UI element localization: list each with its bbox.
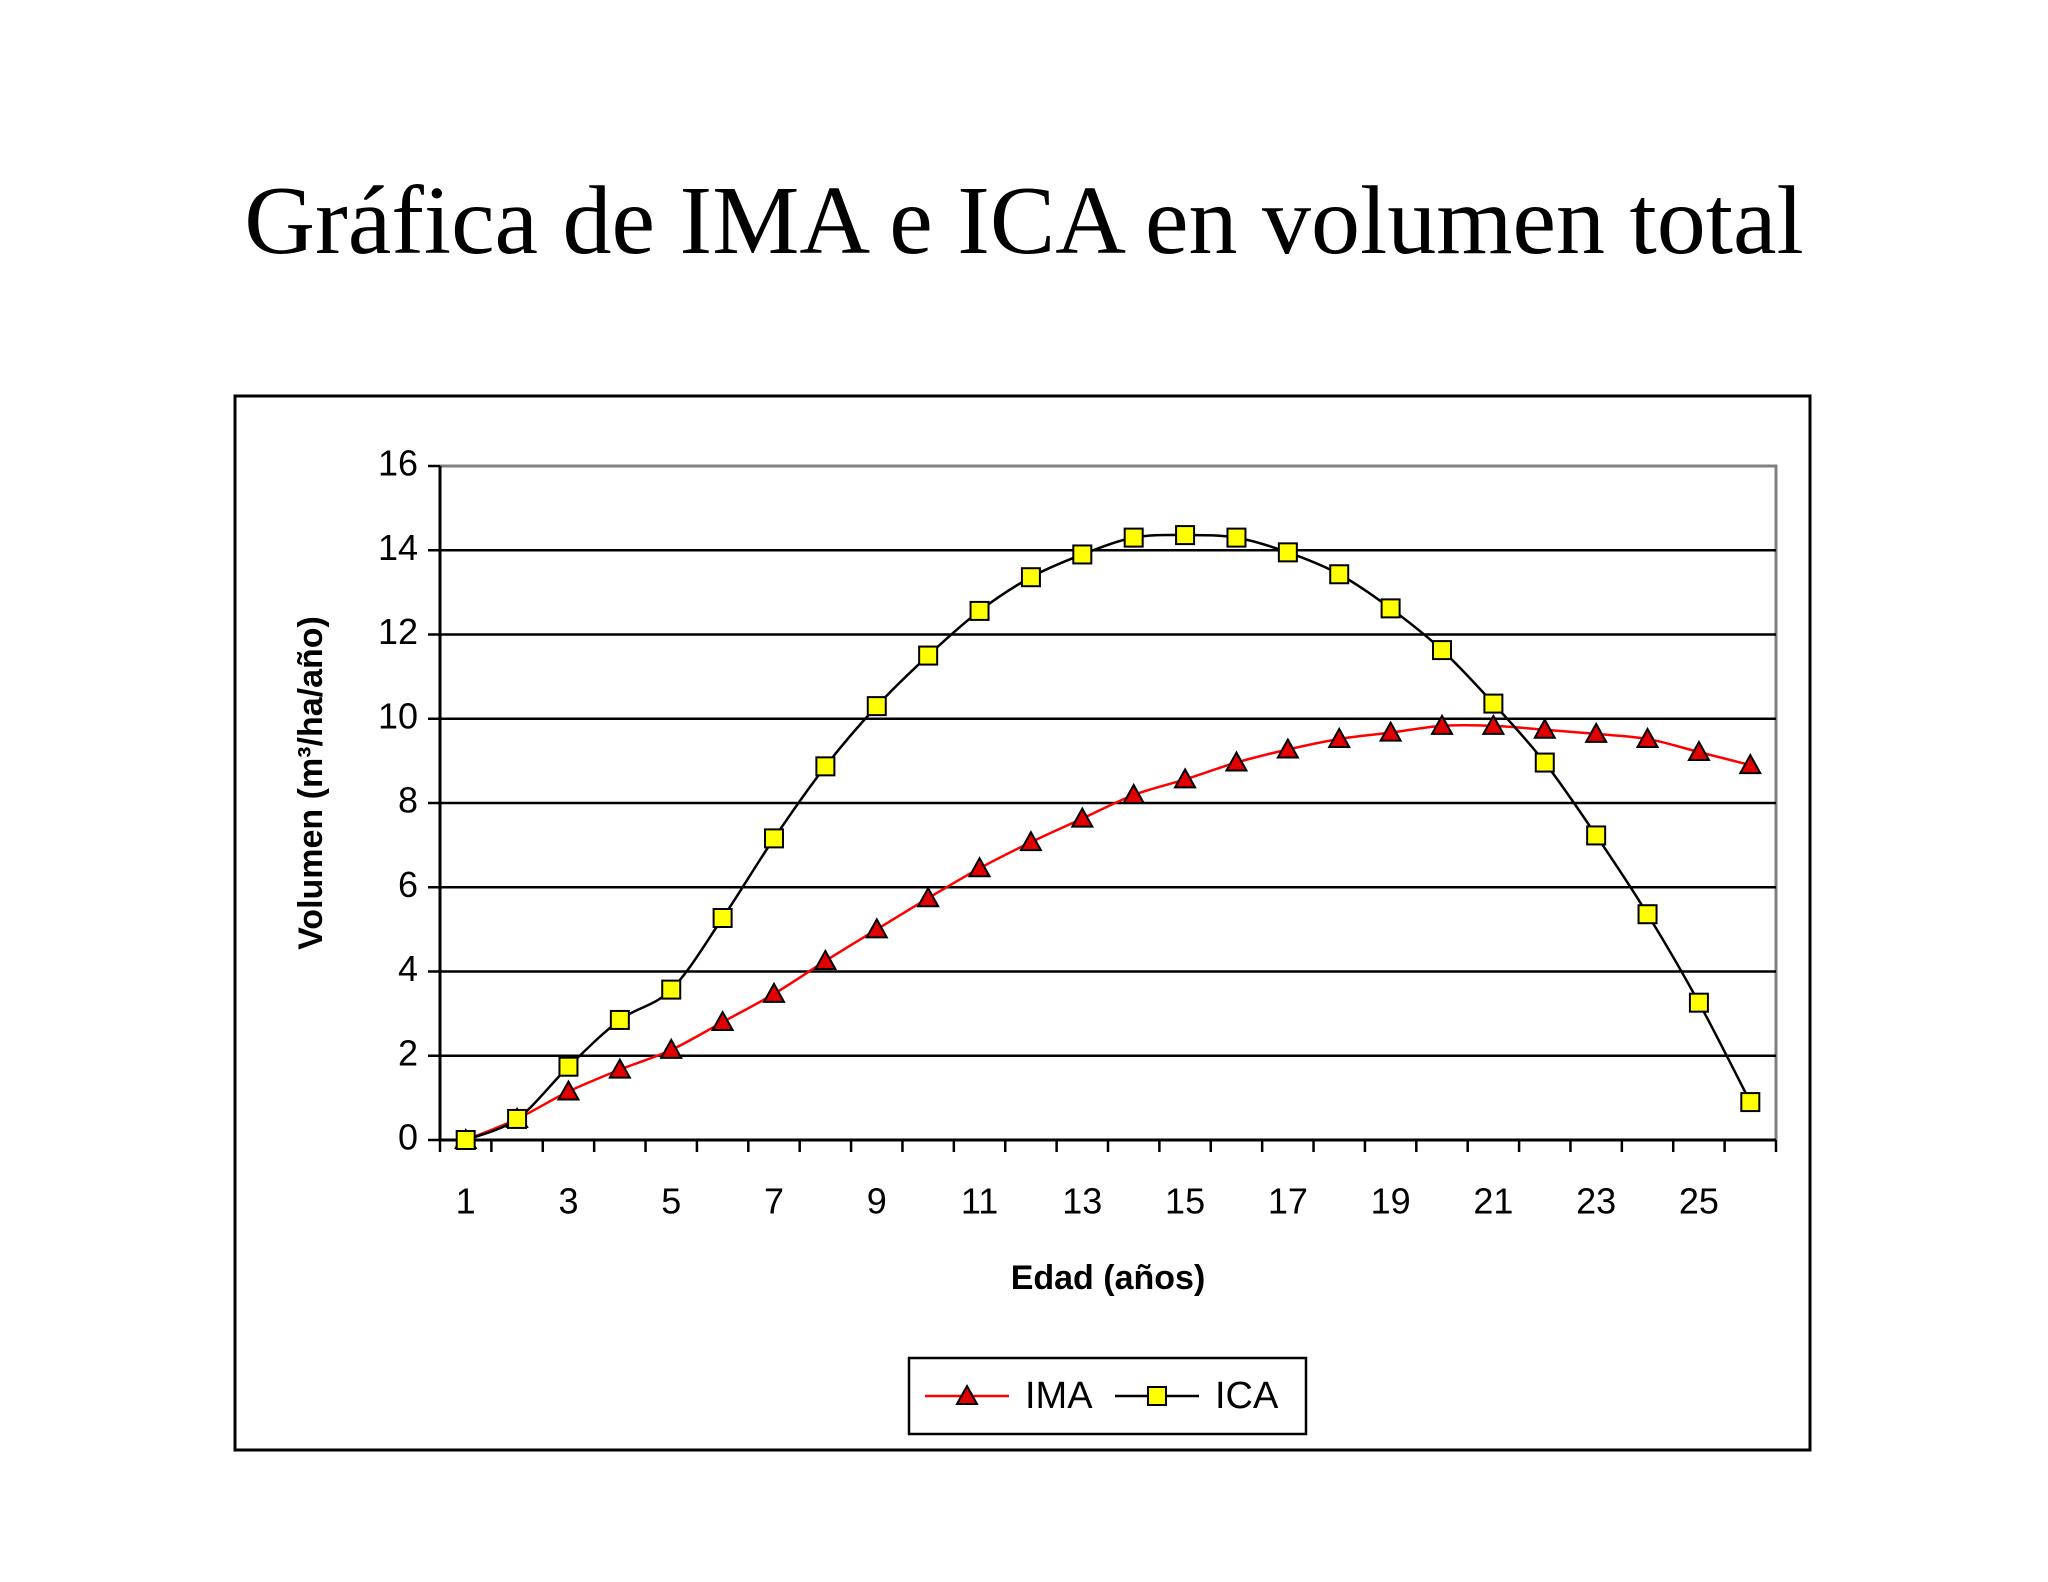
marker (710, 1009, 735, 1032)
marker (1226, 527, 1247, 548)
marker (1072, 544, 1093, 565)
marker (1276, 737, 1300, 759)
marker (918, 645, 939, 666)
marker (1481, 713, 1506, 735)
marker (1586, 825, 1607, 846)
y-tick-label: 14 (378, 527, 418, 568)
marker (659, 1037, 683, 1059)
x-tick-label: 13 (1062, 1181, 1102, 1222)
marker (1123, 527, 1144, 548)
marker (1584, 721, 1608, 743)
marker (608, 1057, 632, 1079)
marker (1432, 640, 1452, 661)
marker (865, 917, 889, 939)
marker (967, 856, 992, 878)
x-tick-label: 21 (1473, 1181, 1513, 1222)
legend: IMA ICA (907, 1356, 1308, 1436)
marker (1173, 767, 1197, 789)
y-tick-label: 16 (378, 443, 418, 484)
marker (455, 1130, 476, 1150)
marker (1147, 1386, 1167, 1406)
marker (1380, 598, 1401, 619)
marker (661, 979, 682, 1000)
plot-border (440, 464, 1778, 1140)
marker (1483, 693, 1504, 714)
marker (916, 886, 940, 908)
y-tick-label: 0 (398, 1117, 418, 1158)
y-tick-label: 4 (398, 948, 418, 989)
marker (1378, 720, 1403, 742)
marker (1070, 806, 1095, 828)
marker (866, 696, 887, 717)
marker (762, 981, 786, 1003)
series-line (465, 533, 1752, 1142)
x-tick-label: 3 (558, 1181, 578, 1222)
x-tick-label: 17 (1268, 1181, 1308, 1222)
x-tick-label: 5 (661, 1181, 681, 1222)
marker (1688, 992, 1709, 1013)
marker (1277, 542, 1298, 563)
marker (712, 908, 733, 929)
y-tick-label: 8 (398, 780, 418, 821)
marker (1534, 752, 1555, 773)
marker (609, 1009, 630, 1030)
x-tick-label: 23 (1576, 1181, 1616, 1222)
slide-title: Gráfica de IMA e ICA en volumen total (244, 167, 1804, 275)
y-axis-title: Volumen (m³/ha/año) (292, 616, 330, 950)
x-tick-label: 7 (764, 1181, 784, 1222)
y-tick-label: 2 (398, 1032, 418, 1073)
marker (1533, 717, 1557, 739)
marker (1327, 726, 1351, 748)
x-tick-label: 19 (1371, 1181, 1411, 1222)
marker (558, 1056, 579, 1077)
marker (813, 948, 838, 970)
marker (1019, 830, 1043, 852)
x-tick-label: 15 (1165, 1181, 1205, 1222)
marker (764, 828, 784, 849)
marker (1637, 904, 1658, 925)
marker (955, 1383, 979, 1405)
marker (969, 600, 990, 621)
marker (1329, 564, 1350, 585)
legend-label: IMA (1025, 1375, 1093, 1417)
x-tick-label: 25 (1679, 1181, 1719, 1222)
x-tick-label: 9 (867, 1181, 887, 1222)
marker (1430, 713, 1454, 735)
legend-box (907, 1356, 1308, 1436)
marker (1020, 567, 1041, 588)
marker (1175, 525, 1196, 546)
y-tick-label: 10 (378, 695, 418, 736)
marker (1635, 726, 1660, 748)
marker (1224, 750, 1249, 772)
marker (1740, 1092, 1761, 1113)
y-tick-label: 6 (398, 864, 418, 905)
x-axis-title: Edad (años) (1011, 1259, 1206, 1297)
marker (1738, 753, 1763, 775)
marker (507, 1108, 528, 1129)
x-tick-label: 11 (961, 1181, 998, 1222)
marker (1687, 739, 1711, 762)
marker (556, 1079, 581, 1101)
x-tick-label: 1 (456, 1181, 476, 1222)
marker (815, 756, 836, 777)
legend-label: ICA (1215, 1375, 1279, 1417)
marker (1121, 782, 1146, 804)
y-tick-label: 12 (378, 611, 418, 652)
